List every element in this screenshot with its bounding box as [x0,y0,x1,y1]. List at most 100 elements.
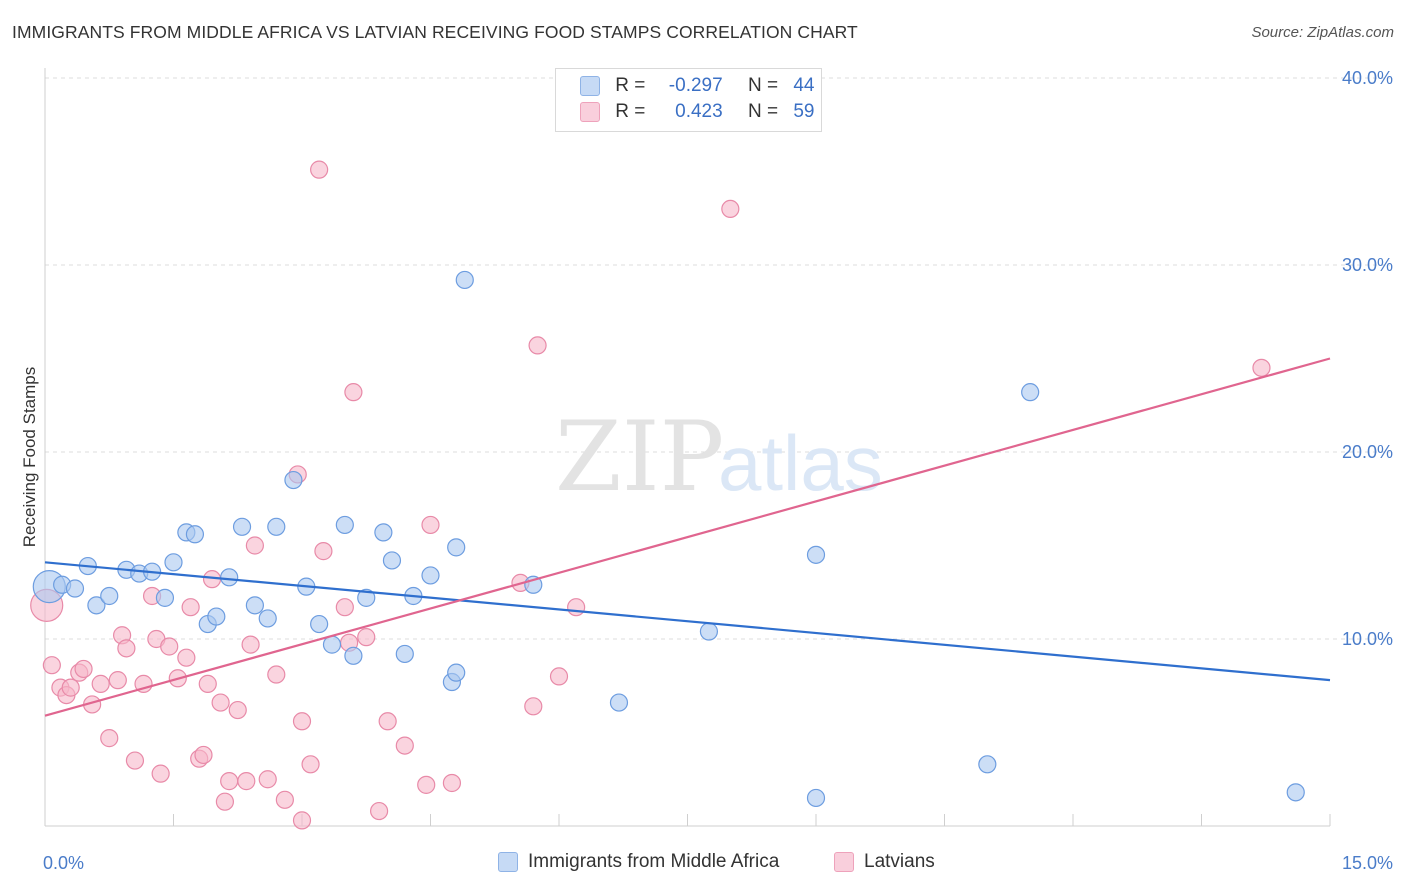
trend-line-middle-africa [44,561,1331,682]
legend-n-label: N = [747,75,779,96]
point-latvians [181,598,200,617]
point-middle-africa [284,470,303,490]
point-latvians [220,772,239,791]
y-tick-label: 30.0% [1342,255,1393,275]
point-middle-africa [155,588,175,607]
point-latvians [125,751,145,770]
point-latvians [194,745,213,765]
point-latvians [721,199,740,218]
legend-row-pink: R = 0.423 N = 59 [580,101,814,127]
point-middle-africa [267,517,286,536]
point-middle-africa [1021,383,1040,402]
point-latvians [198,674,217,693]
point-middle-africa [344,646,363,665]
point-middle-africa [258,609,277,628]
watermark: ZIP atlas [555,401,883,513]
point-latvians [442,773,462,793]
point-latvians [314,542,333,561]
point-latvians [1252,358,1271,377]
point-latvians [117,639,136,658]
legend-n-value: 59 [793,101,815,122]
gridlines [45,77,1390,640]
point-middle-africa [65,579,85,598]
point-latvians [228,700,247,720]
point-latvians [292,712,312,731]
tick-labels: 10.0% 20.0% 30.0% 40.0% 0.0% 15.0% [43,68,1393,873]
point-latvians [275,790,294,809]
point-middle-africa [374,523,393,542]
y-tick-label: 40.0% [1342,68,1393,88]
point-latvians [108,671,127,690]
point-middle-africa [164,553,183,572]
point-latvians [258,770,277,789]
point-middle-africa [699,622,719,641]
chart-title: IMMIGRANTS FROM MIDDLE AFRICA VS LATVIAN… [12,22,858,42]
point-latvians [395,736,414,755]
point-latvians [370,801,389,821]
legend-n-value: 44 [793,75,815,96]
point-middle-africa [978,755,997,774]
point-latvians [241,635,260,654]
series-name-pink: Latvians [864,851,935,872]
point-middle-africa [1286,783,1305,802]
point-middle-africa [87,596,106,615]
legend-swatch-pink [580,102,600,122]
series-swatch-pink [834,852,854,872]
point-latvians [335,598,354,617]
point-middle-africa [185,525,205,544]
point-middle-africa [455,270,474,290]
point-latvians [61,678,80,697]
point-latvians [549,667,569,686]
x-tick-label-max: 15.0% [1342,853,1393,873]
point-latvians [215,792,234,811]
legend-n-label: N = [747,101,779,122]
point-latvians [292,811,312,830]
point-latvians [310,160,329,179]
point-middle-africa [609,693,629,712]
legend-row-blue: R = -0.297 N = 44 [580,75,814,101]
axes [44,68,1331,827]
point-middle-africa [421,566,440,585]
point-middle-africa [806,788,826,808]
point-latvians [567,598,586,617]
point-latvians [160,637,179,656]
y-tick-label: 20.0% [1342,442,1393,462]
data-points [30,160,1305,830]
point-latvians [344,383,363,402]
watermark-atlas: atlas [718,419,883,507]
point-latvians [357,628,376,647]
point-middle-africa [245,596,264,615]
series-swatch-blue [498,852,518,872]
point-latvians [417,775,436,794]
point-latvians [177,648,196,667]
point-latvians [237,772,256,791]
y-axis-label: Receiving Food Stamps [20,367,39,547]
point-latvians [74,659,93,679]
legend-r-label: R = [615,101,646,122]
point-latvians [91,674,110,693]
legend-swatch-blue [580,76,600,96]
legend-r-value: -0.297 [668,75,723,96]
x-tick-label-min: 0.0% [43,853,84,873]
series-name-blue: Immigrants from Middle Africa [528,851,780,872]
point-middle-africa [447,538,466,557]
point-latvians [421,515,440,535]
point-middle-africa [220,568,239,587]
series-legend-blue: Immigrants from Middle Africa [498,851,779,873]
point-middle-africa [335,515,354,535]
point-latvians [528,336,547,355]
trend-line-latvians [44,357,1331,717]
point-latvians [378,712,397,731]
correlation-legend: R = -0.297 N = 44 R = 0.423 N = 59 [555,68,822,132]
series-legend-pink: Latvians [834,851,935,873]
point-middle-africa [207,607,226,626]
point-latvians [524,697,543,716]
point-middle-africa [357,588,376,607]
legend-r-label: R = [615,75,646,96]
point-middle-africa [395,644,414,664]
point-latvians [42,656,61,675]
point-middle-africa [310,614,329,634]
source-label: Source: ZipAtlas.com [1251,24,1394,41]
point-latvians [301,755,320,774]
